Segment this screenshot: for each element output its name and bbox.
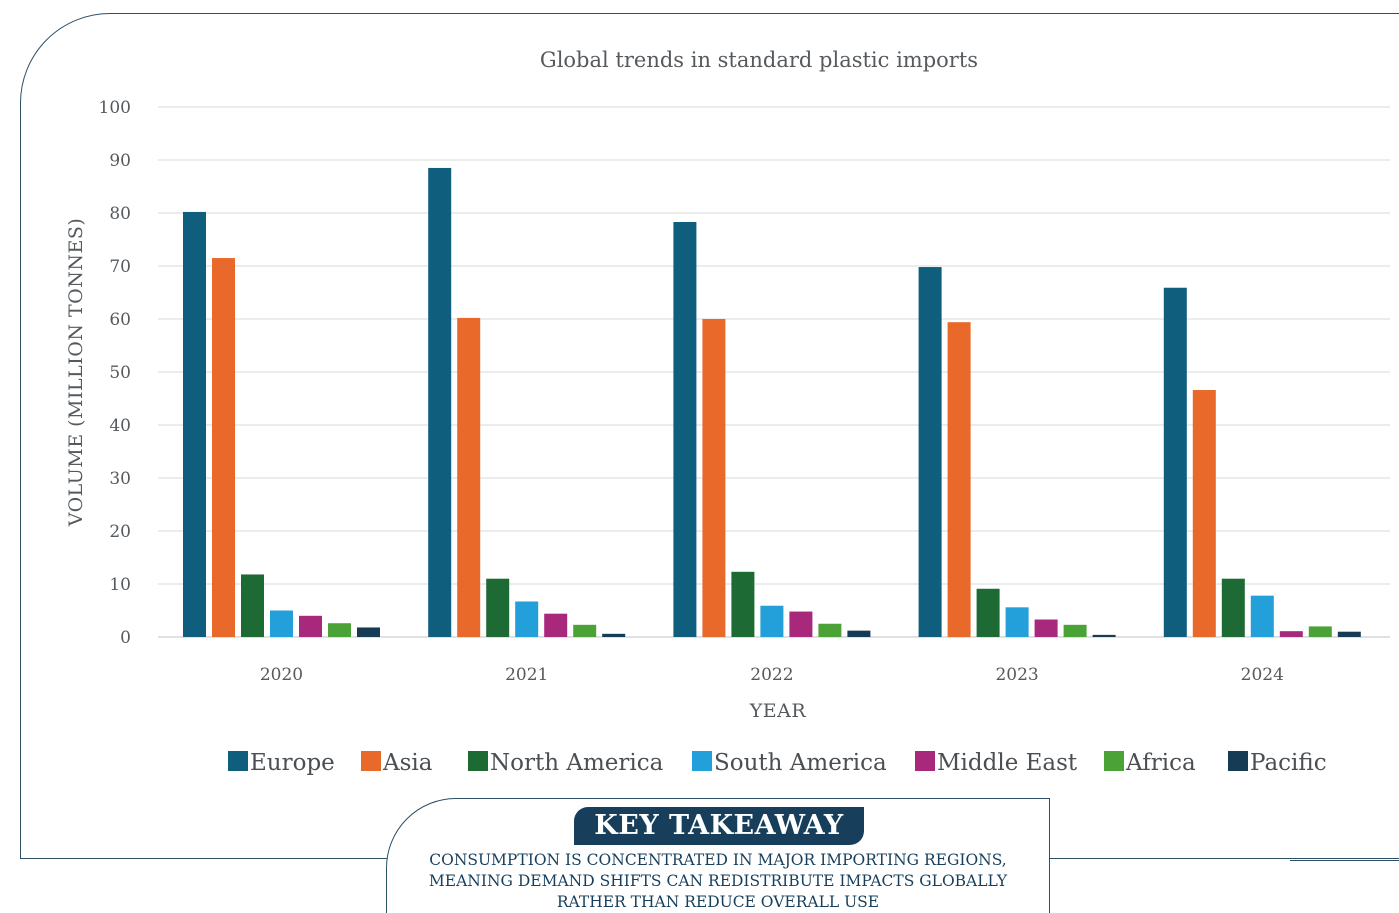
legend-label: Pacific: [1250, 750, 1327, 776]
y-axis-label: VOLUME (MILLION TONNES): [65, 218, 87, 528]
chart-title: Global trends in standard plastic import…: [540, 48, 978, 72]
y-tick-label: 10: [109, 575, 131, 595]
y-tick-label: 80: [109, 204, 131, 224]
legend-label: South America: [714, 750, 887, 776]
y-tick-label: 50: [109, 363, 131, 383]
y-tick-label: 30: [109, 469, 131, 489]
y-axis-ticks: 0 10 20 30 40 50 60 70 80 90 100: [99, 98, 131, 648]
bar-south-america-2021: [515, 601, 539, 637]
bar-europe-2022: [673, 222, 697, 637]
legend-label: Asia: [382, 750, 433, 776]
legend-swatch: [692, 751, 712, 771]
bar-asia-2024: [1192, 390, 1216, 637]
y-tick-label: 90: [109, 151, 131, 171]
y-tick-label: 100: [99, 98, 131, 118]
legend-swatch: [361, 751, 381, 771]
y-tick-label: 60: [109, 310, 131, 330]
legend-swatch: [228, 751, 248, 771]
key-takeaway-heading: KEY TAKEAWAY: [574, 807, 864, 845]
legend-swatch: [1228, 751, 1248, 771]
x-tick-label: 2021: [505, 665, 548, 685]
legend: Europe Asia North America South America Midd…: [228, 750, 1327, 776]
key-takeaway-text: CONSUMPTION IS CONCENTRATED IN MAJOR IMP…: [390, 850, 1046, 913]
bar-north-america-2020: [241, 574, 264, 637]
legend-swatch: [1104, 751, 1124, 771]
bar-south-america-2022: [760, 605, 784, 637]
bar-africa-2020: [328, 623, 351, 637]
bar-africa-2021: [573, 624, 597, 637]
bars: [183, 167, 1361, 637]
key-takeaway-line: MEANING DEMAND SHIFTS CAN REDISTRIBUTE I…: [428, 872, 1008, 890]
bar-middle-east-2024: [1279, 631, 1303, 637]
legend-label: Europe: [250, 750, 335, 776]
bar-pacific-2023: [1092, 634, 1116, 637]
bar-south-america-2023: [1005, 607, 1029, 637]
bar-north-america-2023: [976, 588, 1000, 637]
bar-asia-2023: [947, 322, 971, 637]
bar-pacific-2024: [1337, 631, 1361, 637]
bar-africa-2023: [1063, 624, 1087, 637]
bar-pacific-2021: [602, 633, 626, 637]
legend-label: North America: [490, 750, 664, 776]
bar-africa-2024: [1308, 626, 1332, 637]
legend-swatch: [468, 751, 488, 771]
y-tick-label: 0: [120, 628, 131, 648]
bar-south-america-2020: [270, 610, 293, 637]
y-tick-label: 40: [109, 416, 131, 436]
bar-africa-2022: [818, 623, 842, 637]
bar-middle-east-2020: [299, 615, 322, 637]
legend-label: Africa: [1125, 750, 1196, 776]
bar-middle-east-2021: [544, 613, 568, 637]
x-tick-label: 2022: [750, 665, 793, 685]
chart-frame-corner: [1290, 760, 1399, 861]
legend-swatch: [915, 751, 935, 771]
x-tick-label: 2023: [995, 665, 1038, 685]
x-axis-ticks: 2020 2021 2022 2023 2024: [260, 665, 1284, 685]
bar-north-america-2024: [1221, 578, 1245, 637]
y-tick-label: 20: [109, 522, 131, 542]
bar-europe-2023: [918, 267, 942, 637]
bar-asia-2020: [212, 258, 235, 637]
bar-north-america-2021: [486, 578, 510, 637]
bar-asia-2021: [457, 317, 481, 637]
bar-north-america-2022: [731, 571, 755, 637]
bar-pacific-2020: [357, 627, 380, 637]
key-takeaway-line: RATHER THAN REDUCE OVERALL USE: [556, 893, 880, 911]
bar-middle-east-2022: [789, 611, 813, 637]
y-tick-label: 70: [109, 257, 131, 277]
x-axis-label: YEAR: [749, 700, 807, 722]
legend-label: Middle East: [937, 750, 1078, 776]
bar-europe-2024: [1163, 287, 1187, 637]
x-tick-label: 2024: [1241, 665, 1284, 685]
bar-asia-2022: [702, 319, 726, 637]
bar-middle-east-2023: [1034, 619, 1058, 637]
x-tick-label: 2020: [260, 665, 303, 685]
bar-europe-2021: [428, 167, 452, 637]
bar-south-america-2024: [1250, 595, 1274, 637]
bar-pacific-2022: [847, 630, 871, 637]
bar-europe-2020: [183, 211, 206, 637]
key-takeaway-line: CONSUMPTION IS CONCENTRATED IN MAJOR IMP…: [429, 851, 1007, 869]
